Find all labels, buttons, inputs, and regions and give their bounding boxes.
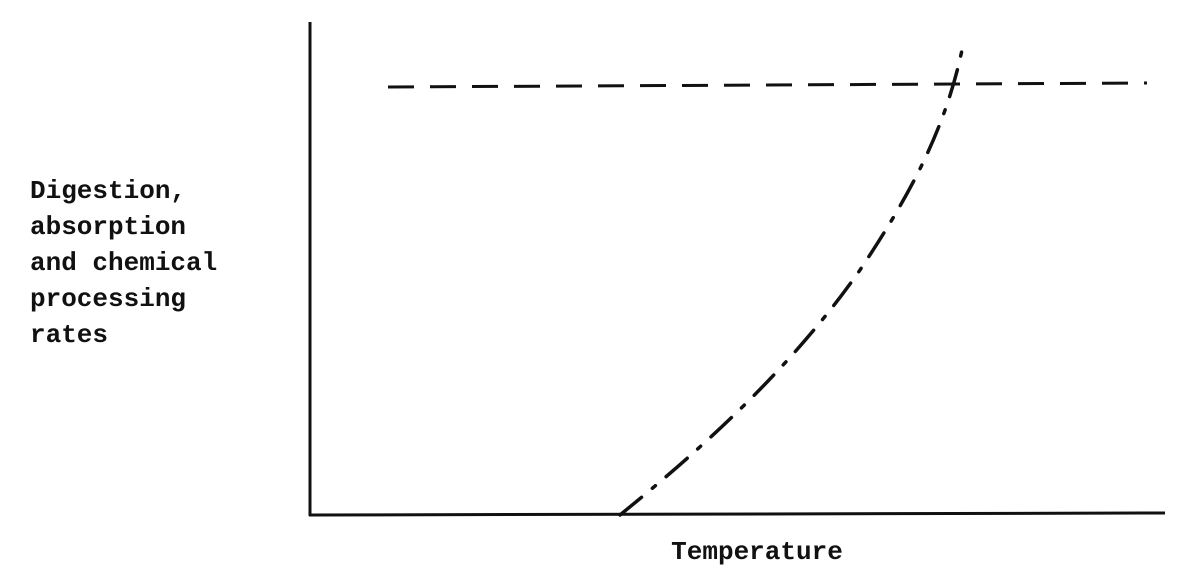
y-axis-label-line: processing — [30, 284, 186, 314]
y-axis-label-line: rates — [30, 320, 108, 350]
y-axis-label-line: and chemical — [30, 248, 217, 278]
y-axis-label-line: Digestion, — [30, 176, 186, 206]
rate-curve — [618, 48, 964, 517]
y-axis-label-line: absorption — [30, 212, 186, 242]
dashed-limit-line — [387, 81, 1148, 89]
x-axis-label: Temperature — [671, 537, 843, 567]
x-axis — [308, 511, 1166, 517]
